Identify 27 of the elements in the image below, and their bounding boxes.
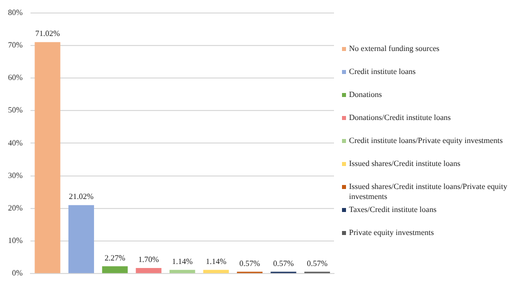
y-tick-label: 20% bbox=[8, 203, 23, 212]
y-tick-label: 10% bbox=[8, 236, 23, 246]
legend-label: No external funding sources bbox=[349, 44, 440, 54]
legend-label: Issued shares/Credit institute loans/Private equity investments bbox=[349, 182, 508, 202]
legend-label: Donations bbox=[349, 90, 382, 100]
text: 0.57% bbox=[306, 258, 328, 268]
y-tick-label: 50% bbox=[8, 106, 23, 115]
legend-label: Issued shares/Credit institute loans bbox=[349, 159, 460, 169]
text: 0.57% bbox=[239, 258, 260, 268]
legend-label: Credit institute loans bbox=[349, 67, 416, 77]
legend-label: Taxes/Credit institute loans bbox=[349, 205, 436, 215]
text: 1.14% bbox=[172, 256, 193, 266]
legend-label: Donations/Credit institute loans bbox=[349, 113, 451, 123]
text: 71.02% bbox=[35, 29, 60, 38]
y-tick-label: 0% bbox=[12, 268, 23, 278]
y-tick-label: 30% bbox=[8, 170, 23, 180]
y-tick-label: 60% bbox=[8, 73, 23, 82]
text: 1.70% bbox=[138, 255, 159, 264]
legend-label: Private equity investments bbox=[349, 228, 434, 238]
y-tick-label: 80% bbox=[8, 8, 23, 17]
text: 21.02% bbox=[68, 192, 94, 202]
text: 1.14% bbox=[206, 256, 226, 266]
text: 2.27% bbox=[104, 253, 126, 262]
text: 0.57% bbox=[273, 258, 294, 268]
legend-label: Credit institute loans/Private equity investments bbox=[349, 136, 503, 146]
y-tick-label: 70% bbox=[8, 40, 23, 50]
y-tick-label: 40% bbox=[8, 138, 23, 148]
